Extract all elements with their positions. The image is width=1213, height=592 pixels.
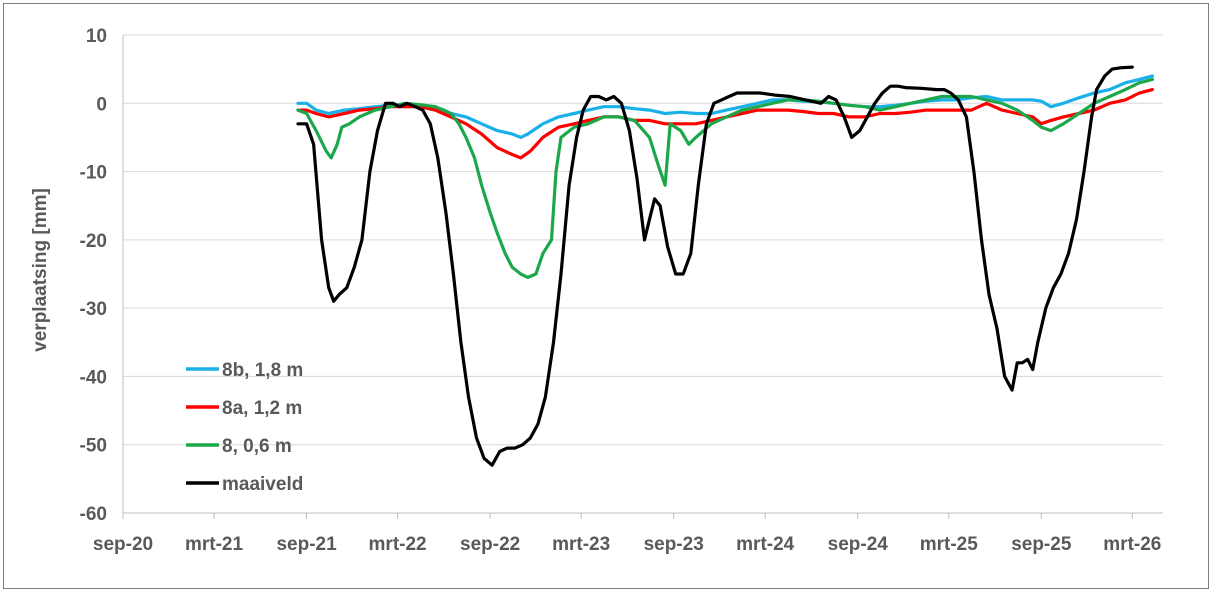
x-tick-label: sep-21 [276,534,337,555]
tick-labels: 10 0 -10 -20 -30 -40 -50 -60 sep-20 mrt-21 sep-21 m… [80,26,1162,555]
y-tick-label: 10 [86,26,107,47]
y-tick-label: -20 [80,231,107,252]
x-tick-label: mrt-21 [185,534,244,555]
legend: 8b, 1,8 m 8a, 1,2 m 8, 0,6 m maaiveld [186,360,303,495]
y-tick-label: 0 [96,94,107,115]
x-tick-label: mrt-25 [920,534,979,555]
series-line-3 [296,65,1134,467]
x-tick-label: sep-20 [93,534,153,555]
x-tick-label: sep-22 [460,534,520,555]
legend-label: maaiveld [222,474,303,495]
x-tick-label: mrt-24 [736,534,795,555]
series-line-2 [296,77,1154,279]
legend-label: 8, 0,6 m [222,436,292,457]
x-tick-label: sep-25 [1011,534,1072,555]
x-tick-label: mrt-22 [369,534,427,555]
axes [122,35,1163,519]
x-tick-label: sep-23 [644,534,704,555]
y-tick-label: -60 [80,504,107,525]
y-axis-label: verplaatsing [mm] [30,188,51,352]
series-lines [296,65,1154,467]
x-tick-label: sep-24 [828,534,889,555]
y-tick-label: -50 [80,436,107,457]
legend-label: 8a, 1,2 m [222,398,302,419]
y-tick-label: -40 [80,367,107,388]
y-tick-label: -10 [80,163,107,184]
y-tick-label: -30 [80,299,107,320]
x-tick-label: mrt-23 [552,534,610,555]
legend-label: 8b, 1,8 m [222,360,303,381]
x-tick-label: mrt-26 [1103,534,1161,555]
